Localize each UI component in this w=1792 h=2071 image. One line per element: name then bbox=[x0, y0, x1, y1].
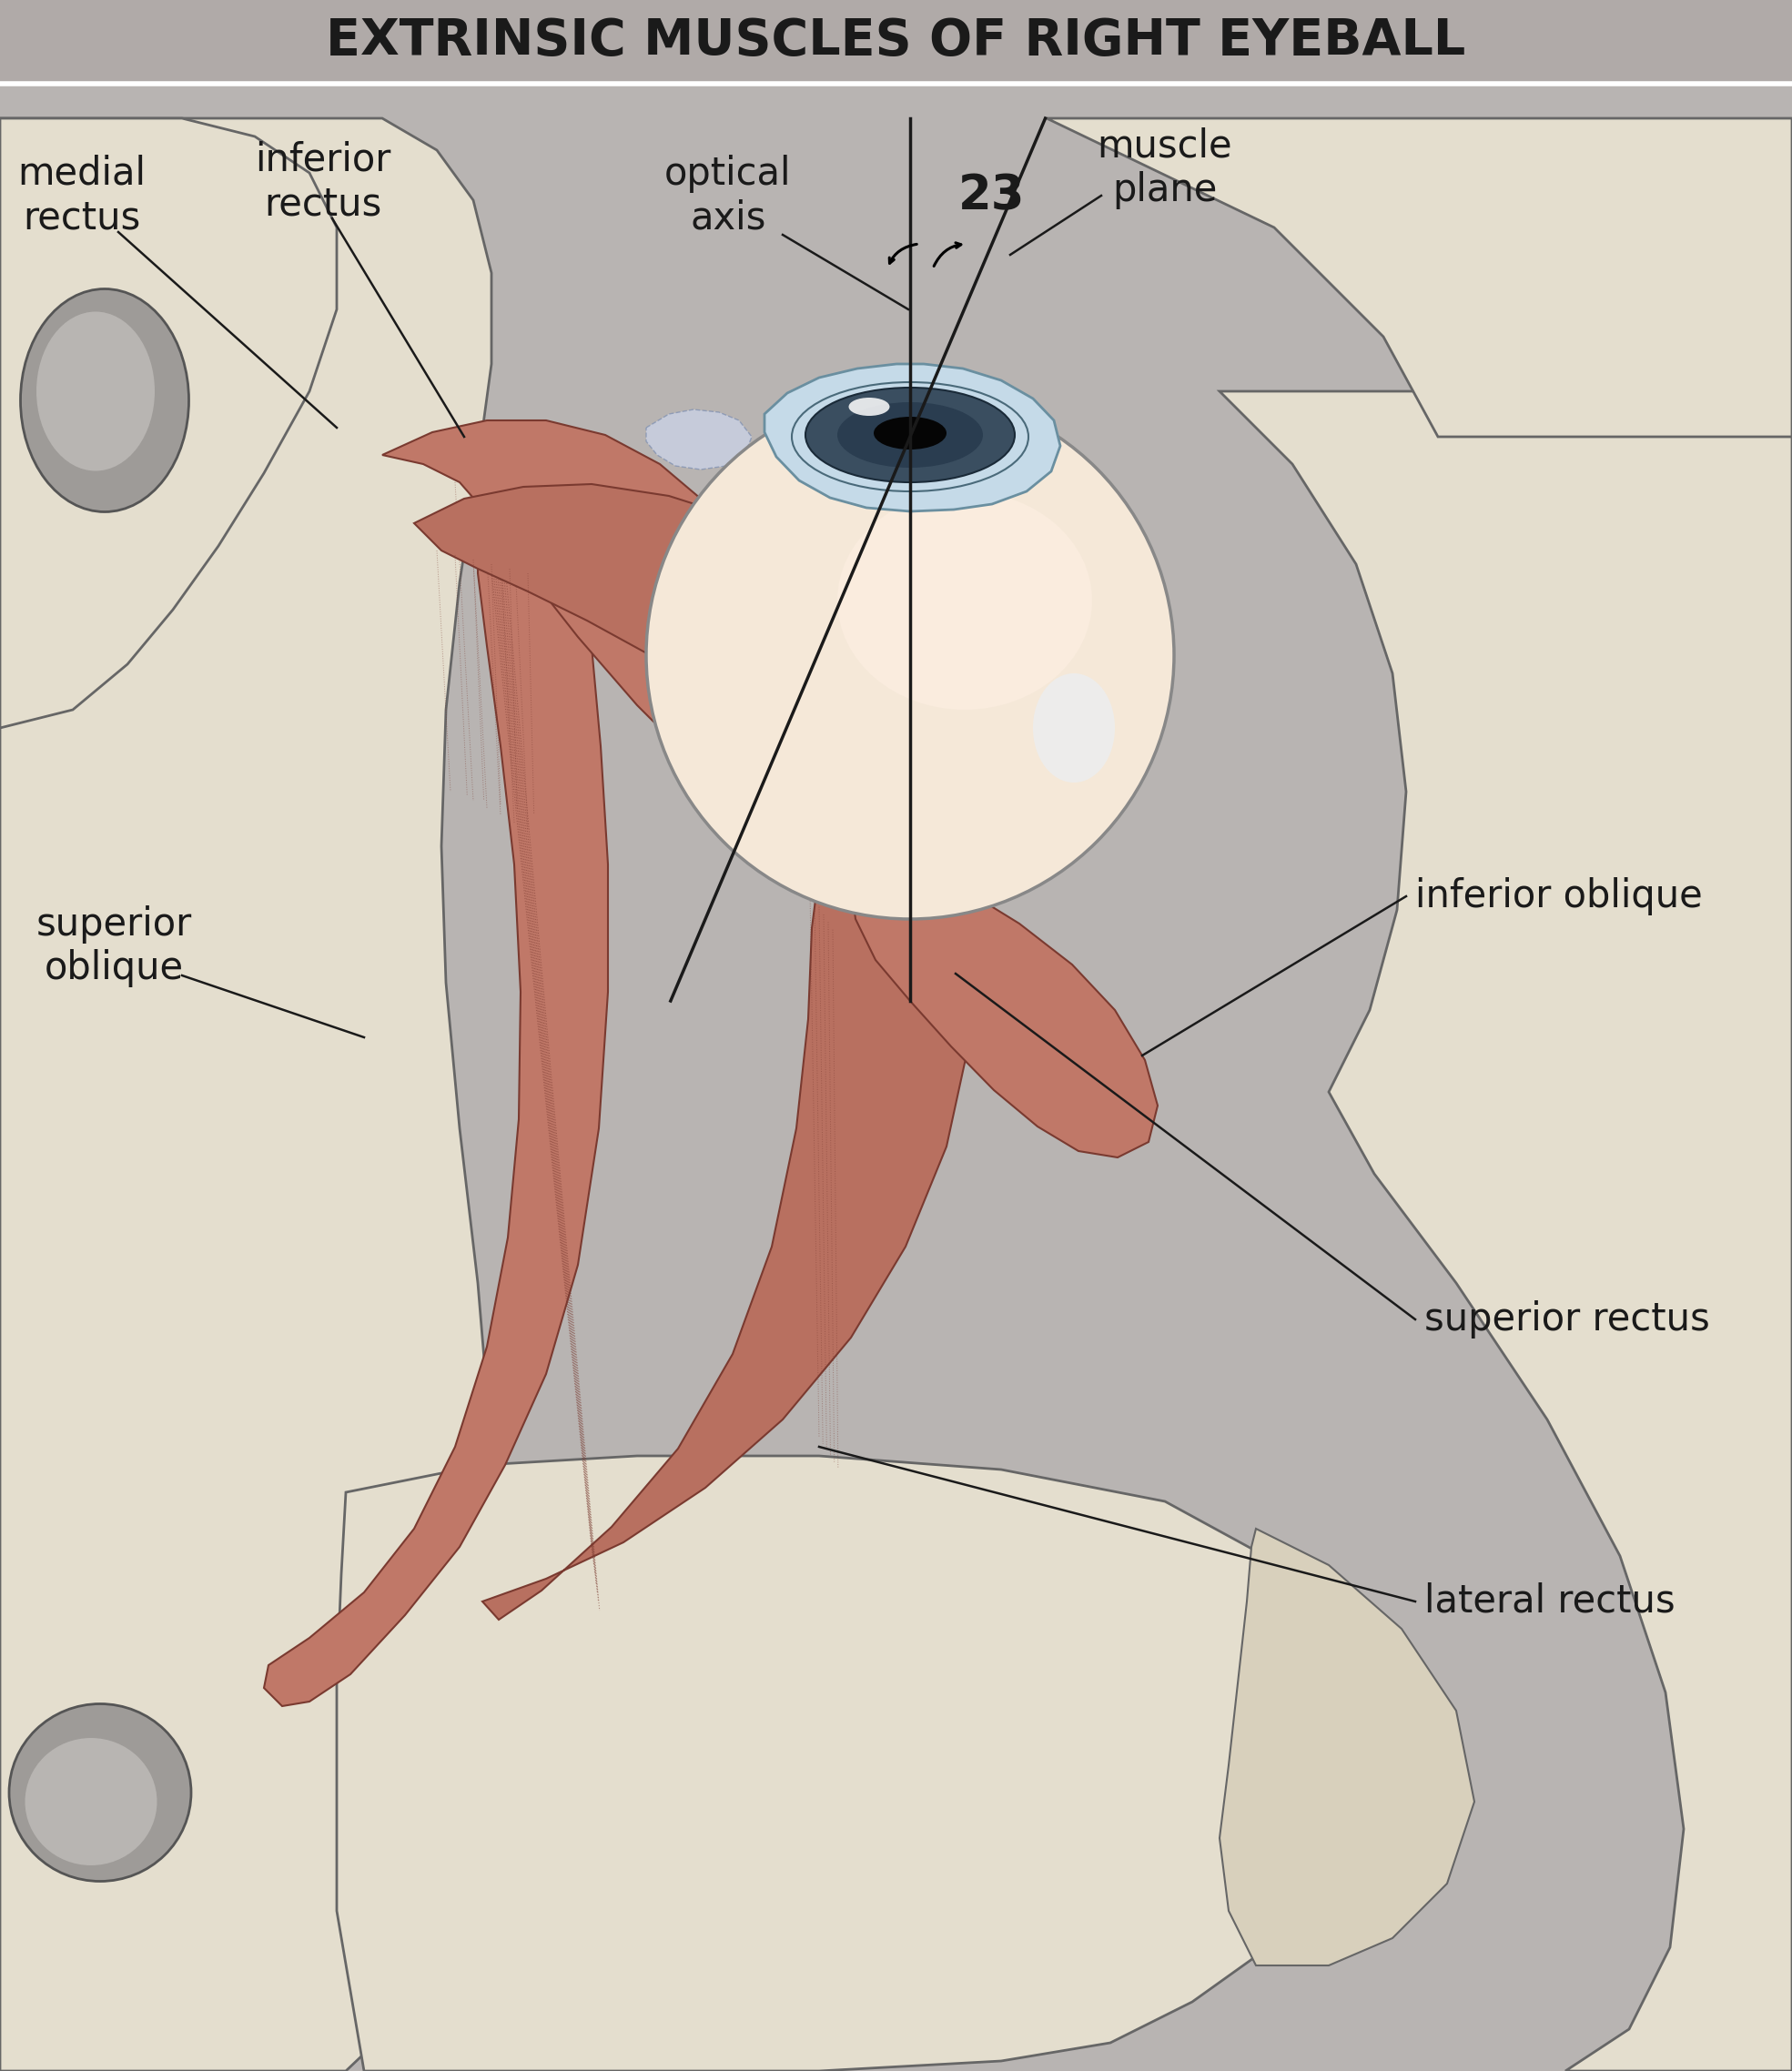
Text: superior rectus: superior rectus bbox=[1425, 1301, 1710, 1338]
Text: muscle
plane: muscle plane bbox=[1097, 126, 1233, 209]
Polygon shape bbox=[414, 485, 1064, 884]
Polygon shape bbox=[765, 364, 1061, 512]
Polygon shape bbox=[851, 855, 1158, 1158]
Polygon shape bbox=[337, 1456, 1339, 2071]
Ellipse shape bbox=[36, 311, 154, 470]
Circle shape bbox=[647, 391, 1174, 920]
Text: inferior oblique: inferior oblique bbox=[1416, 878, 1702, 915]
Polygon shape bbox=[0, 118, 337, 727]
Ellipse shape bbox=[20, 288, 188, 512]
Text: medial
rectus: medial rectus bbox=[18, 155, 147, 236]
Ellipse shape bbox=[837, 491, 1091, 710]
Polygon shape bbox=[482, 828, 973, 1620]
Ellipse shape bbox=[25, 1738, 158, 1866]
Text: superior
oblique: superior oblique bbox=[36, 905, 192, 988]
Text: EXTRINSIC MUSCLES OF RIGHT EYEBALL: EXTRINSIC MUSCLES OF RIGHT EYEBALL bbox=[326, 17, 1466, 66]
Ellipse shape bbox=[849, 398, 889, 416]
Polygon shape bbox=[1047, 118, 1792, 437]
Polygon shape bbox=[1220, 391, 1792, 2071]
Ellipse shape bbox=[874, 416, 946, 449]
Text: lateral rectus: lateral rectus bbox=[1425, 1582, 1676, 1622]
Ellipse shape bbox=[805, 387, 1014, 483]
Polygon shape bbox=[263, 429, 607, 1707]
Text: optical
axis: optical axis bbox=[665, 155, 792, 236]
Ellipse shape bbox=[837, 387, 955, 441]
Polygon shape bbox=[1220, 1528, 1475, 1965]
Text: 23: 23 bbox=[959, 172, 1025, 220]
Ellipse shape bbox=[9, 1704, 192, 1880]
Bar bbox=[0, 0, 1792, 83]
Polygon shape bbox=[382, 420, 964, 882]
Polygon shape bbox=[647, 410, 753, 470]
Text: inferior
rectus: inferior rectus bbox=[254, 141, 391, 224]
Ellipse shape bbox=[1032, 673, 1115, 783]
Ellipse shape bbox=[837, 402, 984, 468]
Polygon shape bbox=[0, 118, 496, 2071]
